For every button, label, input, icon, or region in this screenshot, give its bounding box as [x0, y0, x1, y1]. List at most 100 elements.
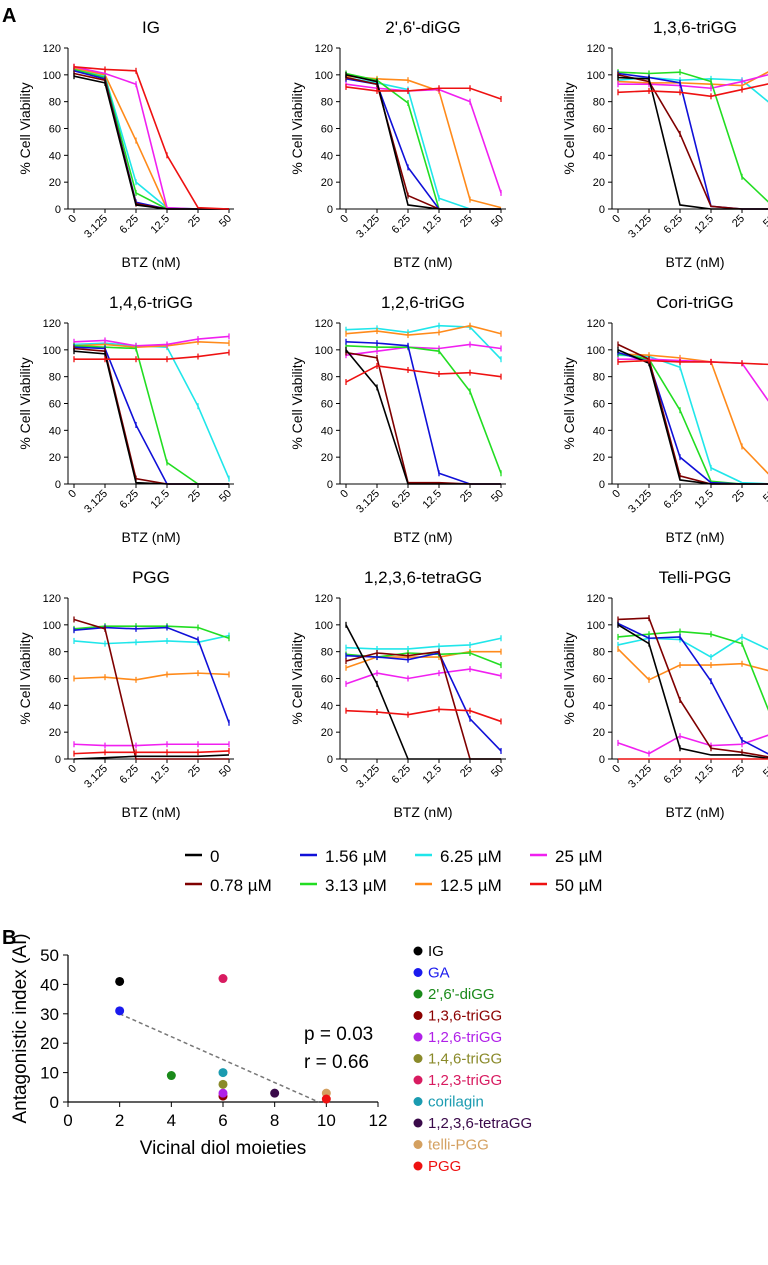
y-tick-label: 120 — [43, 318, 61, 330]
stat-annotation: p = 0.03 — [304, 1024, 373, 1045]
y-axis-label: % Cell Viability — [561, 82, 577, 174]
y-tick-label: 0 — [55, 204, 61, 216]
series-line — [345, 365, 502, 383]
legend-panel-a: 0 0.78 µM 1.56 µM 3.13 µM 6.25 µM 12.5 µM 25 µ… — [185, 847, 603, 895]
x-tick-label: 0 — [610, 763, 623, 776]
series-line — [73, 743, 229, 747]
scatter-point — [218, 1079, 228, 1089]
series-line — [617, 648, 768, 681]
legend-label: 1.56 µM — [325, 847, 387, 866]
series-line — [345, 74, 501, 210]
y-tick-label: 100 — [43, 345, 61, 357]
legend-item: IG — [413, 943, 444, 960]
series-line — [345, 652, 502, 752]
legend-label: telli-PGG — [428, 1137, 489, 1154]
y-tick-label: 10 — [40, 1064, 59, 1083]
y-tick-label: 120 — [43, 593, 61, 605]
x-tick-label: 50 — [217, 763, 234, 780]
legend-item: 50 µM — [530, 876, 603, 895]
y-tick-label: 60 — [593, 399, 605, 411]
x-tick-label: 25 — [458, 213, 475, 230]
y-tick-label: 100 — [43, 70, 61, 82]
y-tick-label: 60 — [321, 399, 333, 411]
y-tick-label: 20 — [593, 177, 605, 189]
legend-item: 0 — [185, 847, 219, 866]
y-tick-label: 0 — [327, 479, 333, 491]
x-tick-label: 50 — [489, 488, 506, 505]
legend-marker — [413, 1075, 423, 1085]
y-tick-label: 0 — [599, 479, 605, 491]
x-tick-label: 10 — [317, 1111, 336, 1130]
chart-title: 1,3,6-triGG — [653, 18, 737, 37]
legend-item: 6.25 µM — [415, 847, 502, 866]
scatter-point — [218, 1068, 228, 1078]
x-tick-label: 12.5 — [148, 488, 172, 512]
series-line — [73, 67, 229, 210]
legend-label: 3.13 µM — [325, 876, 387, 895]
x-tick-label: 0 — [66, 488, 79, 501]
scatter-point — [115, 976, 125, 986]
series-line — [73, 70, 229, 210]
legend-item: 2',6'-diGG — [413, 986, 495, 1003]
y-tick-label: 120 — [587, 318, 605, 330]
scatter-point — [321, 1094, 331, 1104]
legend-item: 1,2,6-triGG — [413, 1029, 502, 1046]
chart-title: Cori-triGG — [656, 293, 733, 312]
legend-item: GA — [413, 965, 450, 982]
y-tick-label: 100 — [587, 345, 605, 357]
legend-label: GA — [428, 965, 450, 982]
y-tick-label: 60 — [49, 124, 61, 136]
legend-marker — [413, 989, 423, 999]
series-line — [617, 343, 768, 485]
scatter-point — [115, 1006, 125, 1016]
y-tick-label: 40 — [593, 150, 605, 162]
x-tick-label: 3.125 — [82, 213, 110, 241]
x-tick-label: 25 — [730, 763, 747, 780]
x-tick-label: 25 — [186, 213, 203, 230]
x-tick-label: 12.5 — [420, 488, 444, 512]
y-tick-label: 60 — [321, 124, 333, 136]
y-tick-label: 60 — [49, 674, 61, 686]
series-line — [617, 353, 768, 475]
series-line — [617, 359, 768, 366]
x-tick-label: 6.25 — [117, 763, 141, 787]
y-tick-label: 40 — [49, 150, 61, 162]
x-tick-label: 12.5 — [692, 763, 716, 787]
y-tick-label: 60 — [593, 674, 605, 686]
series-line — [345, 624, 501, 760]
series-line — [617, 622, 768, 755]
y-tick-label: 80 — [593, 97, 605, 109]
y-tick-label: 80 — [321, 372, 333, 384]
x-tick-label: 50 — [761, 213, 768, 230]
x-axis-label: BTZ (nM) — [121, 529, 180, 545]
x-tick-label: 50 — [217, 213, 234, 230]
series-line — [73, 346, 229, 485]
y-tick-label: 0 — [599, 754, 605, 766]
legend-item: 1,2,3-triGG — [413, 1072, 502, 1089]
x-tick-label: 50 — [761, 763, 768, 780]
scatter-point — [166, 1071, 176, 1081]
y-tick-label: 100 — [315, 70, 333, 82]
series-line — [617, 74, 768, 210]
y-axis-label: % Cell Viability — [289, 82, 305, 174]
series-line — [73, 72, 229, 210]
y-axis-label: Antagonistic index (AI) — [10, 933, 31, 1123]
series-line — [73, 754, 230, 760]
y-axis-label: % Cell Viability — [17, 82, 33, 174]
x-tick-label: 3.125 — [82, 488, 110, 516]
x-tick-label: 8 — [270, 1111, 279, 1130]
y-tick-label: 20 — [593, 727, 605, 739]
x-axis-label: BTZ (nM) — [665, 804, 724, 820]
x-axis-label: BTZ (nM) — [121, 254, 180, 270]
x-tick-label: 12.5 — [692, 213, 716, 237]
series-line — [74, 351, 230, 361]
x-tick-label: 6.25 — [661, 213, 685, 237]
y-tick-label: 0 — [327, 754, 333, 766]
